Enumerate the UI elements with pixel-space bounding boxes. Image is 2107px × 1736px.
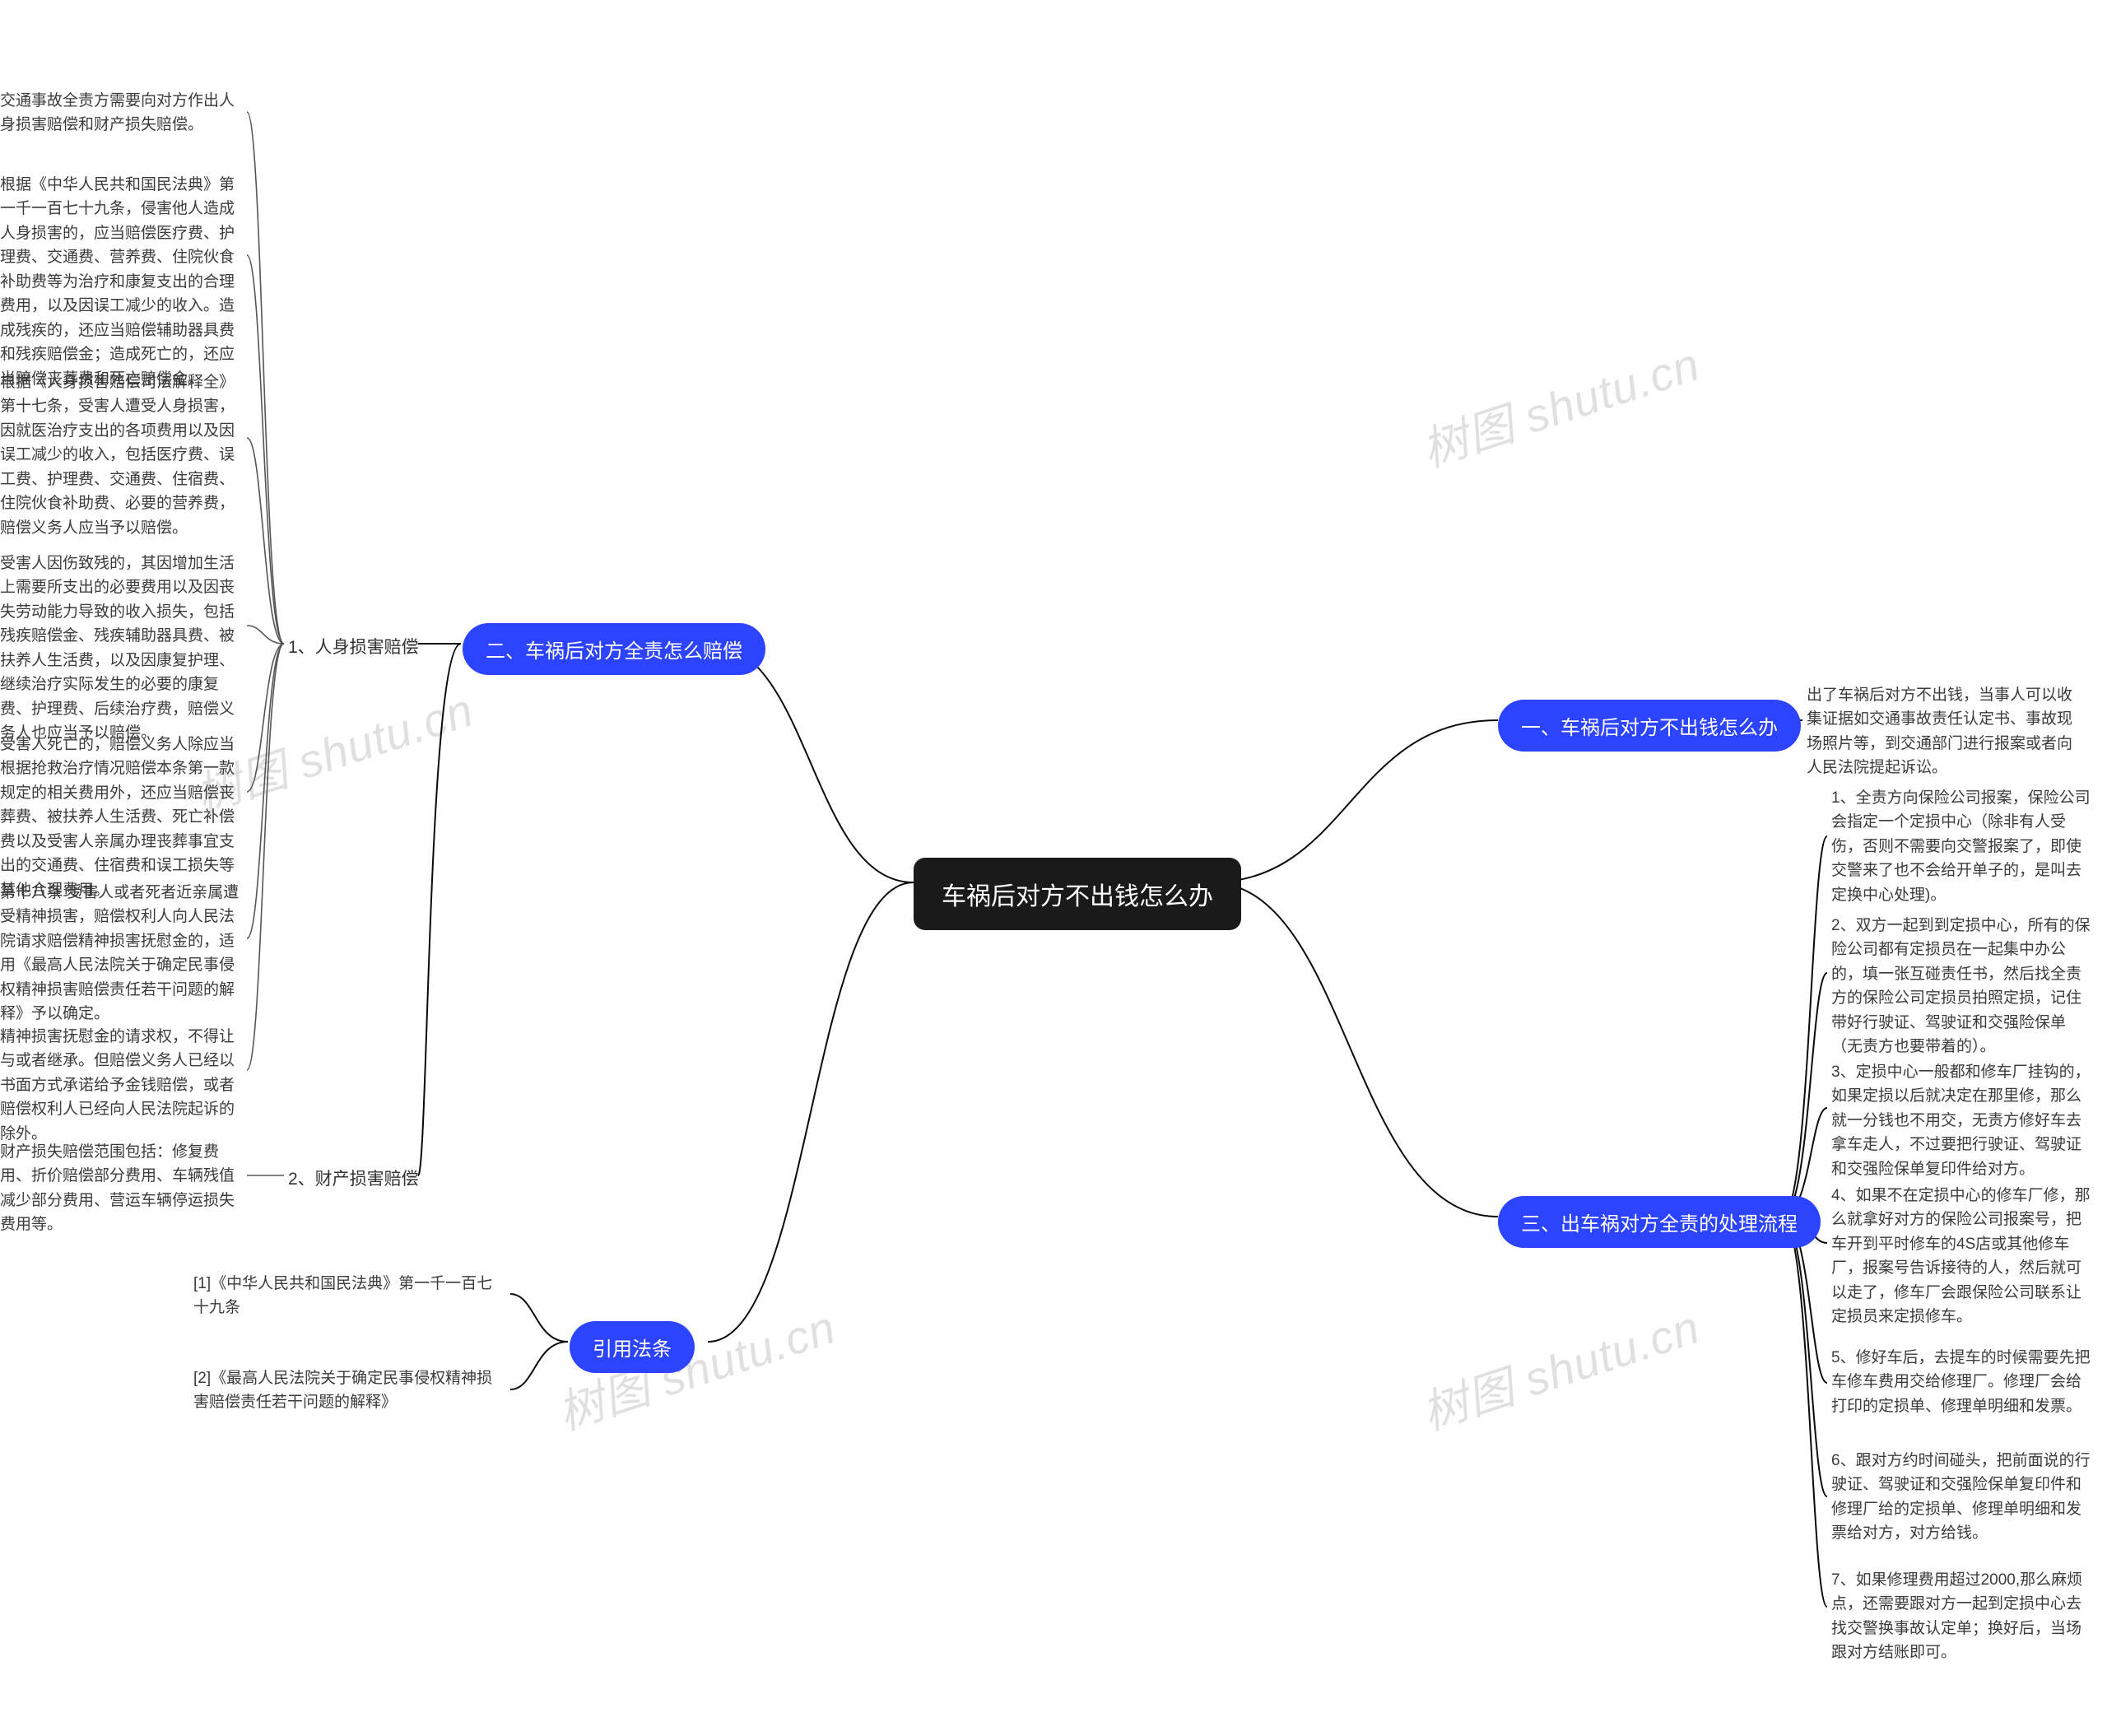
branch-3-item-1: 1、全责方向保险公司报案，保险公司会指定一个定损中心（除非有人受伤，否则不需要向… (1831, 786, 2095, 907)
ref-title: 引用法条 (570, 1321, 695, 1373)
branch-2-title: 二、车祸后对方全责怎么赔偿 (463, 623, 765, 675)
branch-3-item-6: 6、跟对方约时间碰头，把前面说的行驶证、驾驶证和交强险保单复印件和修理厂给的定损… (1831, 1449, 2095, 1546)
branch-2-sub2-label: 2、财产损害赔偿 (288, 1166, 419, 1190)
branch-2-sub1-item-5: 受害人死亡的，赔偿义务人除应当根据抢救治疗情况赔偿本条第一款规定的相关费用外，还… (0, 733, 243, 902)
branch-2-sub1-item-1: 交通事故全责方需要向对方作出人身损害赔偿和财产损失赔偿。 (0, 89, 243, 137)
center-node: 车祸后对方不出钱怎么办 (914, 858, 1241, 930)
branch-3-item-5: 5、修好车后，去提车的时候需要先把车修车费用交给修理厂。修理厂会给打印的定损单、… (1831, 1346, 2095, 1418)
ref-item-2: [2]《最高人民法院关于确定民事侵权精神损害赔偿责任若干问题的解释》 (193, 1366, 506, 1415)
branch-3-item-3: 3、定损中心一般都和修车厂挂钩的，如果定损以后就决定在那里修，那么就一分钱也不用… (1831, 1060, 2095, 1181)
branch-2-sub1-label: 1、人身损害赔偿 (288, 634, 419, 659)
branch-2-sub1-item-6: 第十八条 受害人或者死者近亲属遭受精神损害，赔偿权利人向人民法院请求赔偿精神损害… (0, 881, 243, 1026)
branch-3-item-7: 7、如果修理费用超过2000,那么麻烦点，还需要跟对方一起到定损中心去找交警换事… (1831, 1568, 2095, 1665)
branch-2-sub1-item-3: 根据《人身损害赔偿司法解释全》第十七条，受害人遭受人身损害，因就医治疗支出的各项… (0, 370, 243, 540)
branch-1-text: 出了车祸后对方不出钱，当事人可以收集证据如交通事故责任认定书、事故现场照片等，到… (1807, 683, 2078, 780)
ref-item-1: [1]《中华人民共和国民法典》第一千一百七十九条 (193, 1272, 506, 1320)
branch-3-title: 三、出车祸对方全责的处理流程 (1498, 1196, 1821, 1248)
branch-2-sub1-item-7: 精神损害抚慰金的请求权，不得让与或者继承。但赔偿义务人已经以书面方式承诺给予金钱… (0, 1025, 243, 1146)
watermark: 树图 shutu.cn (1412, 328, 1707, 480)
branch-2-sub2-text: 财产损失赔偿范围包括：修复费用、折价赔偿部分费用、车辆残值减少部分费用、营运车辆… (0, 1140, 243, 1237)
branch-3-item-2: 2、双方一起到到定损中心，所有的保险公司都有定损员在一起集中办公的，填一张互碰责… (1831, 914, 2095, 1059)
branch-1-title: 一、车祸后对方不出钱怎么办 (1498, 700, 1801, 752)
branch-2-sub1-item-2: 根据《中华人民共和国民法典》第一千一百七十九条，侵害他人造成人身损害的，应当赔偿… (0, 173, 243, 391)
branch-2-sub1-item-4: 受害人因伤致残的，其因增加生活上需要所支出的必要费用以及因丧失劳动能力导致的收入… (0, 552, 243, 746)
branch-3-item-4: 4、如果不在定损中心的修车厂修，那么就拿好对方的保险公司报案号，把车开到平时修车… (1831, 1184, 2095, 1329)
watermark: 树图 shutu.cn (1412, 1291, 1707, 1443)
